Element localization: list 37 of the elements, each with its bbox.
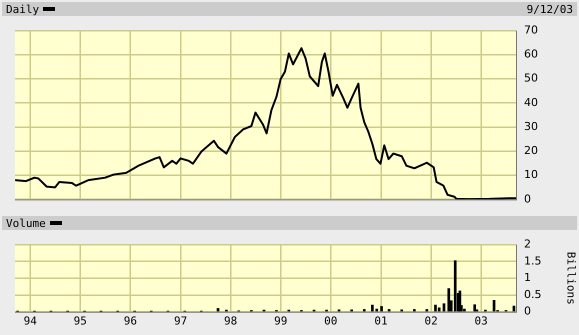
y-tick-label: 0 — [524, 192, 531, 206]
y-tick-label: 0.5 — [524, 288, 542, 301]
x-tick-label: 95 — [74, 314, 87, 328]
text: 9/12/03 — [526, 2, 573, 16]
y-tick-label: 20 — [524, 144, 538, 158]
bar — [438, 307, 441, 312]
x-tick-label: 03 — [474, 314, 488, 328]
x-tick-label: 02 — [424, 314, 438, 328]
bar — [454, 260, 457, 312]
x-tick-label: 00 — [324, 314, 338, 328]
bar — [492, 300, 496, 312]
y-tick-label: 0 — [524, 304, 531, 318]
bar — [216, 308, 220, 312]
x-tick-label: 96 — [124, 314, 137, 328]
y-tick-label: 10 — [524, 168, 538, 182]
y-tick-label: 1.5 — [524, 254, 542, 268]
y-tick-label: 40 — [524, 96, 538, 109]
y-tick-label: 60 — [524, 48, 538, 61]
x-tick-label: 99 — [274, 314, 288, 328]
bar — [434, 304, 437, 312]
y-tick-label: 30 — [524, 120, 538, 133]
bar — [371, 304, 374, 312]
x-tick-label: 01 — [374, 314, 388, 328]
bar — [442, 303, 446, 312]
legend-label: Daily — [6, 2, 40, 16]
y-tick-label: 1 — [524, 271, 531, 284]
x-tick-label: 98 — [224, 314, 238, 328]
bar — [447, 288, 450, 312]
x-tick-label: 94 — [24, 314, 38, 328]
y-tick-label: 50 — [524, 72, 538, 85]
y-tick-label: 70 — [524, 23, 538, 36]
x-tick-label: 97 — [174, 314, 188, 328]
y-axis-title: Billions — [564, 252, 578, 305]
bar — [512, 306, 516, 312]
y-tick-label: 2 — [524, 237, 531, 250]
legend-label: Volume — [6, 216, 46, 230]
bar — [380, 306, 383, 312]
